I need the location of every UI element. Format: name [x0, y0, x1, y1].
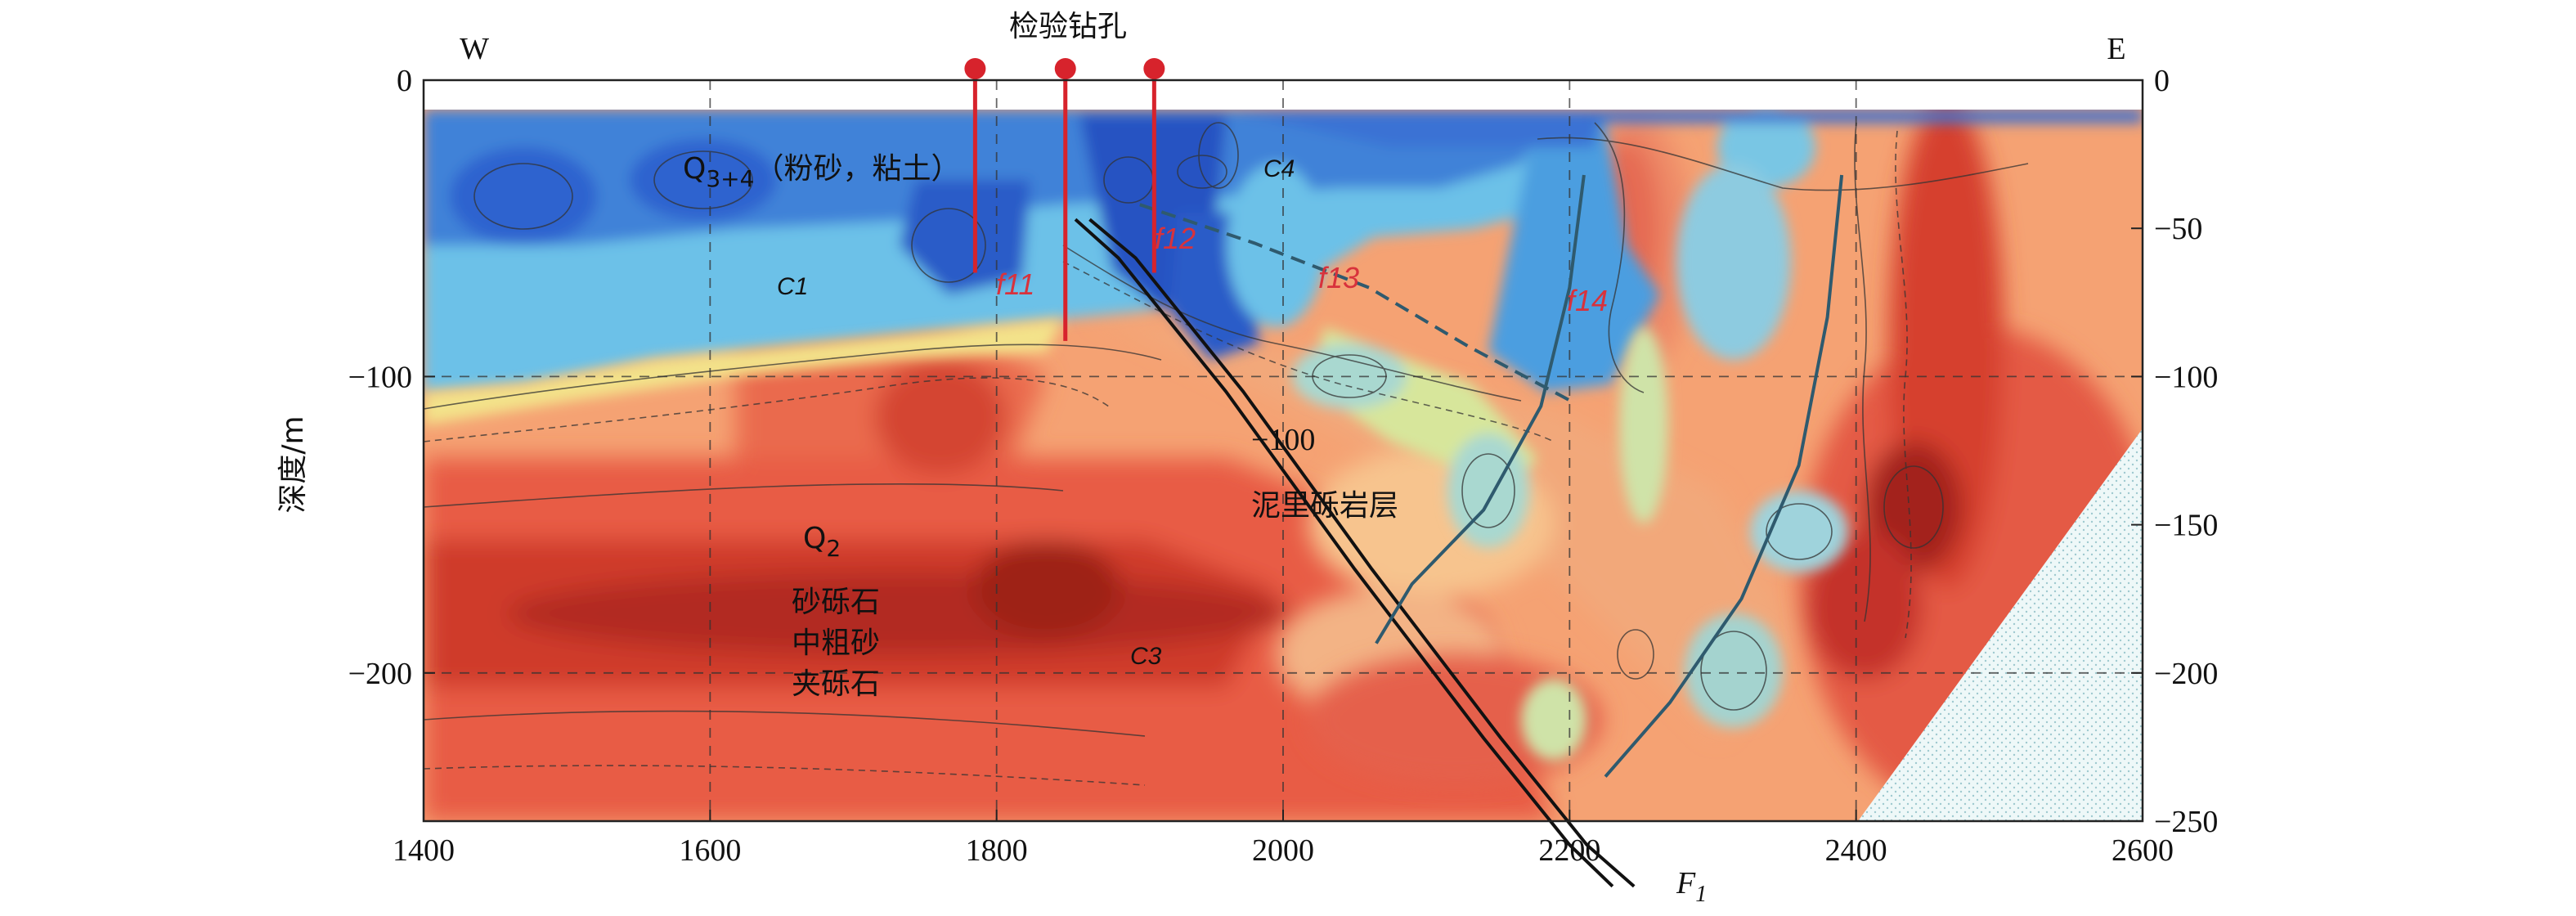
contour-100-label: −100: [1251, 423, 1315, 457]
y-axis-left-ticks: 0 −100 −200: [348, 64, 435, 691]
y-right-tick-label: 0: [2154, 64, 2170, 98]
y-right-tick-label: −100: [2154, 360, 2218, 394]
fault-lines: [1074, 174, 1844, 888]
q2-desc-line-3: 夹砾石: [792, 667, 880, 701]
fault-label-f12: f12: [1155, 222, 1196, 255]
y-left-tick-label: −200: [348, 657, 412, 691]
fault-label-f11: f11: [996, 267, 1034, 301]
x-tick-label: 1400: [393, 833, 455, 868]
y-left-tick-label: 0: [397, 64, 412, 98]
y-right-tick-label: −250: [2154, 805, 2218, 839]
contour-lines: [424, 122, 2029, 786]
y-axis-label: 深度/m: [276, 415, 310, 513]
y-axis-right-ticks: 0 −50 −100 −150 −200 −250: [2131, 64, 2218, 839]
borehole-marker: [964, 58, 986, 79]
fault-f14-line-a: [1375, 174, 1586, 644]
q34-label: Q3+4（粉砂，粘土）: [683, 152, 960, 192]
chart-title: 检验钻孔: [1009, 10, 1127, 43]
x-axis-ticks: 1400 1600 1800 2000 2200 2400 2600: [393, 810, 2174, 868]
marker-c1: C1: [777, 273, 808, 300]
q2-desc-line-1: 砂砾石: [792, 586, 880, 619]
fault-label-f13: f13: [1318, 261, 1359, 294]
x-tick-label: 1600: [679, 833, 741, 868]
fault-f14-line-b: [1604, 174, 1844, 778]
no-data-zone: [1858, 429, 2143, 821]
fault-label-f14: f14: [1567, 284, 1608, 317]
borehole-marker: [1143, 58, 1165, 79]
fault-f13-line: [1139, 203, 1571, 402]
gridlines: [424, 80, 2143, 821]
y-right-tick-label: −50: [2154, 212, 2202, 246]
x-tick-label: 1800: [966, 833, 1028, 868]
q2-desc-line-2: 中粗砂: [792, 626, 880, 660]
direction-east: E: [2107, 32, 2125, 66]
x-tick-label: 2200: [1538, 833, 1600, 868]
fault-label-F1: F1: [1676, 866, 1707, 907]
borehole-marker: [1054, 58, 1076, 79]
marker-c4: C4: [1263, 155, 1295, 182]
q2-label: Q2: [803, 522, 841, 562]
x-tick-label: 2400: [1825, 833, 1887, 868]
x-tick-label: 2000: [1252, 833, 1314, 868]
fault-F1-line-b: [1088, 218, 1636, 888]
fault-F1-line-a: [1074, 218, 1614, 888]
x-tick-label: 2600: [2112, 833, 2174, 868]
upper-low-resistivity-zone: [424, 110, 2143, 393]
bedrock-label: 泥里砾岩层: [1251, 489, 1398, 523]
y-right-tick-label: −200: [2154, 657, 2218, 691]
y-right-tick-label: −150: [2154, 509, 2218, 543]
direction-west: W: [460, 32, 489, 66]
marker-c3: C3: [1130, 643, 1162, 670]
y-left-tick-label: −100: [348, 360, 412, 394]
boreholes: [964, 58, 1165, 341]
